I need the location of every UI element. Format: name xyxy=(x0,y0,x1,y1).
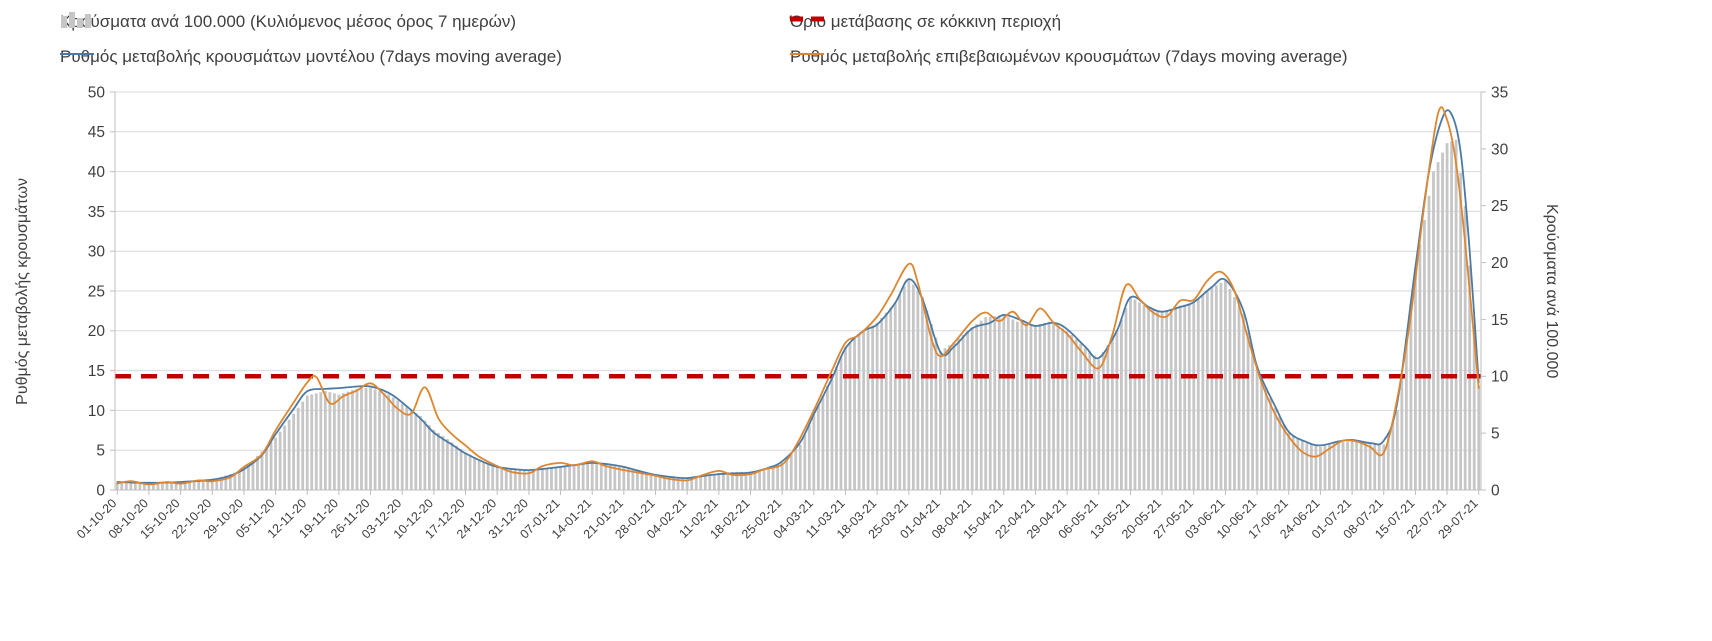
svg-text:25: 25 xyxy=(88,283,105,300)
legend-label-model: Ρυθμός μεταβολής κρουσμάτων μοντέλου (7d… xyxy=(60,47,562,66)
svg-text:50: 50 xyxy=(88,84,106,101)
left-axis-ticks: 0 5 10 15 20 25 30 35 40 45 50 xyxy=(88,84,115,499)
bars-series xyxy=(115,139,1481,491)
svg-text:30: 30 xyxy=(1491,141,1509,158)
svg-text:15: 15 xyxy=(1491,312,1508,329)
x-axis-labels: 01-10-2008-10-2015-10-2022-10-2029-10-20… xyxy=(74,490,1481,542)
svg-text:5: 5 xyxy=(96,443,105,460)
right-axis-title: Κρούσματα ανά 100.000 xyxy=(1543,203,1560,379)
svg-text:35: 35 xyxy=(88,204,105,221)
legend-label-confirmed: Ρυθμός μεταβολής επιβεβαιωμένων κρουσμάτ… xyxy=(790,47,1348,66)
svg-text:25: 25 xyxy=(1491,198,1508,215)
svg-text:10: 10 xyxy=(1491,369,1509,386)
svg-text:10: 10 xyxy=(88,403,106,420)
right-axis-title-container: Κρούσματα ανά 100.000 xyxy=(1538,92,1564,490)
threshold-swatch-icon xyxy=(790,16,832,22)
legend-label-threshold: Όριο μετάβασης σε κόκκινη περιοχή xyxy=(790,12,1062,31)
legend-item-threshold: Όριο μετάβασης σε κόκκινη περιοχή xyxy=(790,10,1061,34)
left-axis-title: Ρυθμός μεταβολής κρουσμάτων xyxy=(14,177,31,405)
legend-item-bars: Κρούσματα ανά 100.000 (Κυλιόμενος μέσος … xyxy=(60,10,516,34)
svg-text:15: 15 xyxy=(88,363,105,380)
svg-text:5: 5 xyxy=(1491,426,1500,443)
svg-text:0: 0 xyxy=(96,482,105,499)
legend-item-model: Ρυθμός μεταβολής κρουσμάτων μοντέλου (7d… xyxy=(60,45,562,69)
svg-text:30: 30 xyxy=(88,244,106,261)
legend-item-confirmed: Ρυθμός μεταβολής επιβεβαιωμένων κρουσμάτ… xyxy=(790,45,1348,69)
svg-text:20: 20 xyxy=(1491,255,1509,272)
confirmed-line-swatch-icon xyxy=(790,53,824,55)
model-line-swatch-icon xyxy=(60,53,94,55)
svg-text:45: 45 xyxy=(88,124,105,141)
left-axis-title-container: Ρυθμός μεταβολής κρουσμάτων xyxy=(10,92,36,490)
svg-text:0: 0 xyxy=(1491,482,1500,499)
svg-text:20: 20 xyxy=(88,323,106,340)
legend-label-bars: Κρούσματα ανά 100.000 (Κυλιόμενος μέσος … xyxy=(60,12,517,31)
line-series xyxy=(116,106,1480,486)
bar-series-swatch-icon xyxy=(61,12,91,28)
right-axis-ticks: 0 5 10 15 20 25 30 35 xyxy=(1481,84,1509,499)
svg-text:40: 40 xyxy=(88,164,106,181)
svg-text:35: 35 xyxy=(1491,84,1508,101)
